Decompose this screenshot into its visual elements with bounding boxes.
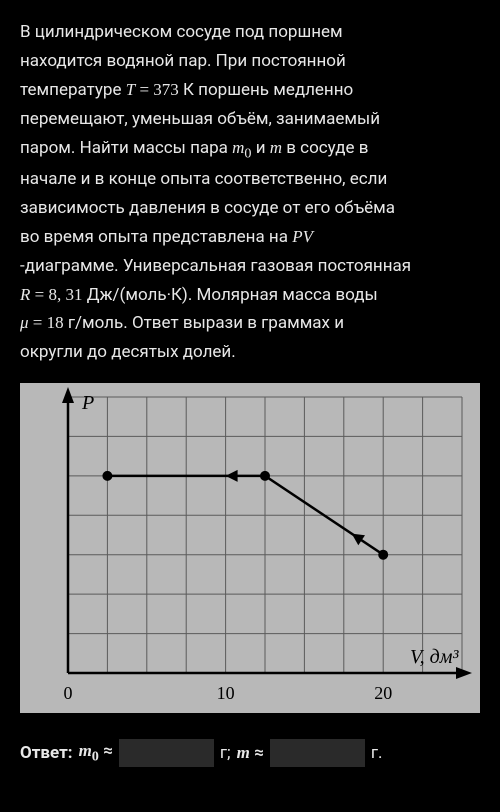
var-T: T xyxy=(126,80,135,99)
text: и xyxy=(252,138,270,158)
text: округли до десятых долей. xyxy=(20,342,236,362)
text: перемещают, уменьшая объём, занимаемый xyxy=(20,109,380,129)
svg-text:V, дм³: V, дм³ xyxy=(410,646,460,668)
problem-statement: В цилиндрическом сосуде под поршнем нахо… xyxy=(20,18,480,367)
val-R: = 8, 31 xyxy=(30,285,82,304)
text: во время опыта представлена на xyxy=(20,227,292,247)
val-T: = 373 xyxy=(135,80,179,99)
text: начале и в конце опыта соответственно, е… xyxy=(20,169,387,189)
var-PV: PV xyxy=(292,227,313,246)
answer-input-m0[interactable] xyxy=(119,739,214,767)
var-R: R xyxy=(20,285,30,304)
unit-g2: г. xyxy=(371,739,383,768)
answer-label: Ответ: xyxy=(20,739,73,768)
var-m: m xyxy=(270,138,282,157)
svg-text:0: 0 xyxy=(64,683,73,703)
svg-text:20: 20 xyxy=(374,683,392,703)
text: зависимость давления в сосуде от его объ… xyxy=(20,198,395,218)
answer-m0: m0 ≈ xyxy=(79,737,113,768)
sub-0: 0 xyxy=(244,145,251,161)
unit-g1: г; xyxy=(220,739,231,768)
svg-text:P: P xyxy=(81,392,94,414)
text: находится водяной пар. При постоянной xyxy=(20,51,346,71)
text: В цилиндрическом сосуде под поршнем xyxy=(20,22,343,42)
pv-diagram: P V, дм³ 0 10 20 xyxy=(20,383,480,713)
text: г/моль. Ответ вырази в граммах и xyxy=(64,313,344,333)
val-mu: = 18 xyxy=(29,313,64,332)
pv-diagram-svg: P V, дм³ 0 10 20 xyxy=(20,383,480,713)
text: Дж/(моль·К). Молярная масса воды xyxy=(82,285,377,305)
answer-row: Ответ: m0 ≈ г; m ≈ г. xyxy=(20,737,480,768)
text: в сосуде в xyxy=(282,138,368,158)
answer-input-m[interactable] xyxy=(270,739,365,767)
text: температуре xyxy=(20,80,126,100)
var-m0: m xyxy=(232,138,244,157)
svg-text:10: 10 xyxy=(217,683,235,703)
var-mu: μ xyxy=(20,313,29,332)
text: паром. Найти массы пара xyxy=(20,138,232,158)
text: -диаграмме. Универсальная газовая постоя… xyxy=(20,256,411,276)
answer-m: m ≈ xyxy=(237,739,264,768)
text: К поршень медленно xyxy=(179,80,353,100)
